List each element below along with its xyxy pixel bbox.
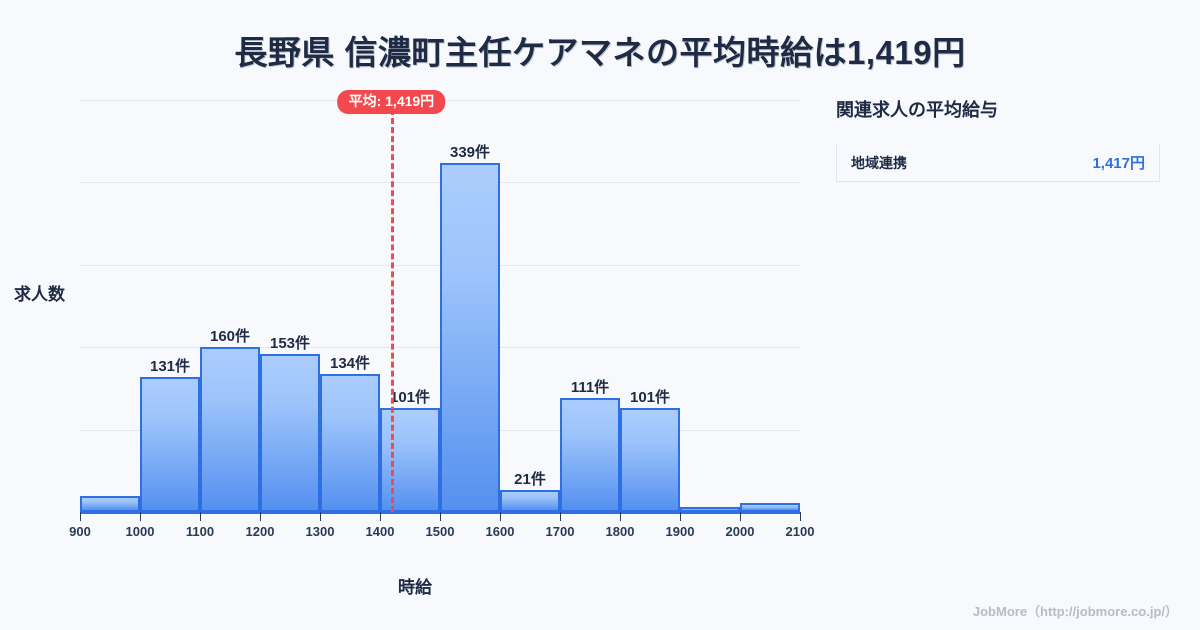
x-axis-tick-label: 1200 <box>245 524 275 539</box>
x-axis-tick-label: 1400 <box>365 524 395 539</box>
plot-area: 131件 160件 153件 134件 101件 339件 21件 111件 101件 900 1… <box>69 100 814 539</box>
related-job-row: 地域連携 1,417円 <box>836 144 1160 182</box>
side-panel-heading: 関連求人の平均給与 <box>836 100 998 120</box>
bar <box>680 506 740 512</box>
x-axis-tick <box>560 512 561 521</box>
bar-value-label: 21件 <box>514 471 546 489</box>
x-axis-tick-label: 900 <box>69 524 91 539</box>
average-badge: 平均: 1,419円 <box>337 90 446 115</box>
x-axis-tick-label: 1000 <box>125 524 155 539</box>
x-axis-tick <box>740 512 741 521</box>
histogram-chart: 求人数 131件 160件 153件 134件 101件 339件 21件 111件 101件 … <box>0 90 830 597</box>
bar <box>560 397 620 512</box>
x-axis-tick <box>500 512 501 521</box>
bar <box>200 347 260 512</box>
x-axis-tick <box>200 512 201 521</box>
related-job-name: 地域連携 <box>851 154 907 171</box>
bar-value-label: 101件 <box>629 388 671 406</box>
x-axis-tick-label: 2100 <box>785 524 815 539</box>
bar <box>260 354 320 512</box>
bar <box>320 373 380 512</box>
bar <box>740 502 800 512</box>
bar <box>440 162 500 512</box>
bar <box>380 407 440 512</box>
bar-value-label: 111件 <box>570 378 610 396</box>
x-axis-tick <box>380 512 381 521</box>
x-axis-tick <box>620 512 621 521</box>
average-line <box>391 100 395 512</box>
x-axis-tick-label: 1700 <box>545 524 575 539</box>
related-job-salary: 1,417円 <box>1092 155 1145 172</box>
x-axis-tick-label: 1100 <box>185 524 215 539</box>
x-axis-tick-label: 1600 <box>485 524 515 539</box>
x-axis-tick <box>260 512 261 521</box>
x-axis-tick <box>320 512 321 521</box>
page-title: 長野県 信濃町主任ケアマネの平均時給は1,419円 <box>234 34 966 71</box>
bar-value-label: 153件 <box>269 335 311 353</box>
bar-series: 131件 160件 153件 134件 101件 339件 21件 111件 101件 <box>80 100 800 512</box>
bar-value-label: 160件 <box>209 328 251 346</box>
x-axis-tick <box>800 512 801 521</box>
y-axis-label: 求人数 <box>14 285 65 304</box>
bar-value-label: 101件 <box>389 388 431 406</box>
x-axis-tick <box>140 512 141 521</box>
x-axis-tick-label: 2000 <box>725 524 755 539</box>
x-axis-tick-label: 1800 <box>605 524 635 539</box>
bar-value-label: 339件 <box>449 143 491 161</box>
x-axis-label: 時給 <box>398 578 432 597</box>
x-axis-tick-label: 1900 <box>665 524 695 539</box>
x-axis-tick <box>440 512 441 521</box>
related-jobs-list: 地域連携 1,417円 <box>836 144 1186 182</box>
watermark-footer: JobMore（http://jobmore.co.jp/） <box>972 604 1178 619</box>
bar <box>140 377 200 512</box>
bar <box>80 495 140 512</box>
x-axis-tick <box>80 512 81 521</box>
bar-value-label: 134件 <box>329 354 371 372</box>
x-axis-tick-label: 1300 <box>305 524 335 539</box>
bar <box>500 490 560 512</box>
bar-value-label: 131件 <box>149 358 191 376</box>
x-axis-tick <box>680 512 681 521</box>
x-axis-tick-label: 1500 <box>425 524 455 539</box>
bar <box>620 407 680 512</box>
side-panel: 関連求人の平均給与 地域連携 1,417円 <box>836 96 1186 182</box>
